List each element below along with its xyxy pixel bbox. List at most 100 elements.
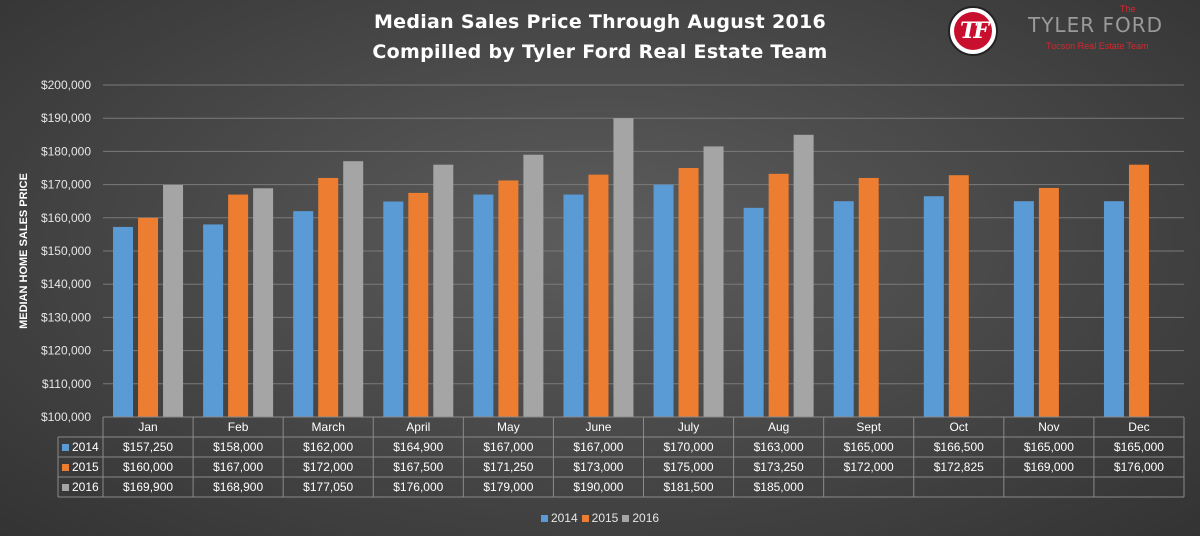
x-category-label: Jan — [138, 420, 157, 434]
table-series-swatch — [62, 444, 69, 451]
bar-2015-feb — [228, 194, 249, 417]
y-axis-title: MEDIAN HOME SALES PRICE — [18, 173, 30, 329]
bar-2014-feb — [203, 224, 224, 417]
x-category-label: April — [406, 420, 430, 434]
logo-name-text: TYLER FORD — [1028, 13, 1164, 37]
bar-2016-july — [703, 146, 724, 418]
data-label: $171,250 — [483, 460, 533, 474]
bar-2014-nov — [1013, 201, 1034, 417]
bar-2014-jan — [113, 226, 134, 417]
data-label: $165,000 — [844, 440, 894, 454]
bar-2016-aug — [793, 134, 814, 418]
legend-item-2014: 2014 — [540, 511, 578, 525]
bar-2016-feb — [253, 188, 274, 417]
data-label: $167,000 — [483, 440, 533, 454]
data-label: $185,000 — [754, 480, 804, 494]
bar-2016-jan — [163, 184, 184, 417]
data-label: $162,000 — [303, 440, 353, 454]
table-series-name: 2016 — [72, 480, 99, 494]
bar-2015-nov — [1038, 187, 1059, 417]
data-label: $167,500 — [393, 460, 443, 474]
legend-swatch — [581, 515, 589, 523]
table-series-name: 2015 — [72, 460, 99, 474]
x-category-label: Oct — [949, 420, 968, 434]
logo-monogram: TF — [954, 12, 992, 50]
data-label: $157,250 — [123, 440, 173, 454]
table-series-swatch — [62, 484, 69, 491]
y-tick-label: $100,000 — [41, 410, 91, 424]
bar-2014-april — [383, 201, 404, 417]
bar-2014-aug — [743, 207, 764, 417]
y-tick-label: $130,000 — [41, 310, 91, 324]
bar-2016-may — [523, 154, 544, 417]
bar-2015-june — [588, 174, 609, 417]
bar-2014-july — [653, 184, 674, 417]
data-label: $177,050 — [303, 480, 353, 494]
x-category-label: March — [312, 420, 345, 434]
data-label: $169,000 — [1024, 460, 1074, 474]
y-tick-label: $110,000 — [42, 377, 91, 391]
bar-2016-june — [613, 118, 634, 417]
logo-the-text: The — [1120, 4, 1136, 14]
legend-item-2015: 2015 — [581, 511, 619, 525]
data-label: $179,000 — [483, 480, 533, 494]
chart-title-line-2: Compilled by Tyler Ford Real Estate Team — [372, 41, 828, 63]
data-label: $169,900 — [123, 480, 173, 494]
data-label: $168,900 — [213, 480, 263, 494]
bar-2014-may — [473, 194, 494, 417]
data-label: $172,000 — [844, 460, 894, 474]
data-label: $164,900 — [393, 440, 443, 454]
bar-2015-march — [318, 177, 339, 417]
table-series-swatch — [62, 464, 69, 471]
data-label: $160,000 — [123, 460, 173, 474]
bar-2015-oct — [948, 175, 969, 417]
tyler-ford-logo: TF The TYLER FORD Tucson Real Estate Tea… — [948, 0, 1200, 62]
data-label: $166,500 — [934, 440, 984, 454]
y-tick-label: $140,000 — [41, 277, 91, 291]
x-category-label: July — [678, 420, 699, 434]
y-tick-label: $200,000 — [41, 78, 91, 92]
data-label: $190,000 — [573, 480, 623, 494]
x-category-label: Nov — [1038, 420, 1059, 434]
data-label: $167,000 — [213, 460, 263, 474]
bar-2016-march — [343, 161, 364, 417]
bar-2015-april — [408, 192, 429, 417]
data-label: $165,000 — [1024, 440, 1074, 454]
data-label: $165,000 — [1114, 440, 1164, 454]
x-category-label: Aug — [768, 420, 789, 434]
logo-tagline-text: Tucson Real Estate Team — [1046, 41, 1149, 51]
bar-2014-june — [563, 194, 584, 417]
logo-badge-icon: TF — [948, 6, 998, 56]
y-tick-label: $180,000 — [41, 144, 91, 158]
data-label: $181,500 — [664, 480, 714, 494]
chart-title-line-1: Median Sales Price Through August 2016 — [373, 11, 827, 33]
x-category-label: Feb — [228, 420, 249, 434]
data-label: $173,000 — [573, 460, 623, 474]
legend-label: 2014 — [550, 511, 578, 525]
data-label: $158,000 — [213, 440, 263, 454]
bar-2014-march — [293, 211, 314, 417]
x-category-label: Sept — [856, 420, 881, 434]
bar-2016-april — [433, 164, 454, 417]
data-label: $172,825 — [934, 460, 984, 474]
bar-2014-dec — [1103, 201, 1124, 417]
y-tick-label: $150,000 — [41, 244, 91, 258]
data-label: $176,000 — [393, 480, 443, 494]
bar-2014-sept — [833, 201, 854, 417]
bar-2015-sept — [858, 177, 879, 417]
x-category-label: Dec — [1128, 420, 1149, 434]
y-tick-label: $170,000 — [41, 178, 91, 192]
legend-label: 2015 — [591, 511, 619, 525]
legend-item-2016: 2016 — [622, 511, 659, 525]
data-label: $176,000 — [1114, 460, 1164, 474]
bar-2015-dec — [1128, 164, 1149, 417]
x-category-label: May — [497, 420, 520, 434]
bar-2015-aug — [768, 173, 789, 417]
data-label: $172,000 — [303, 460, 353, 474]
table-series-name: 2014 — [72, 440, 99, 454]
bar-2015-may — [498, 180, 519, 417]
data-label: $167,000 — [573, 440, 623, 454]
legend-swatch — [622, 515, 630, 523]
data-label: $175,000 — [664, 460, 714, 474]
